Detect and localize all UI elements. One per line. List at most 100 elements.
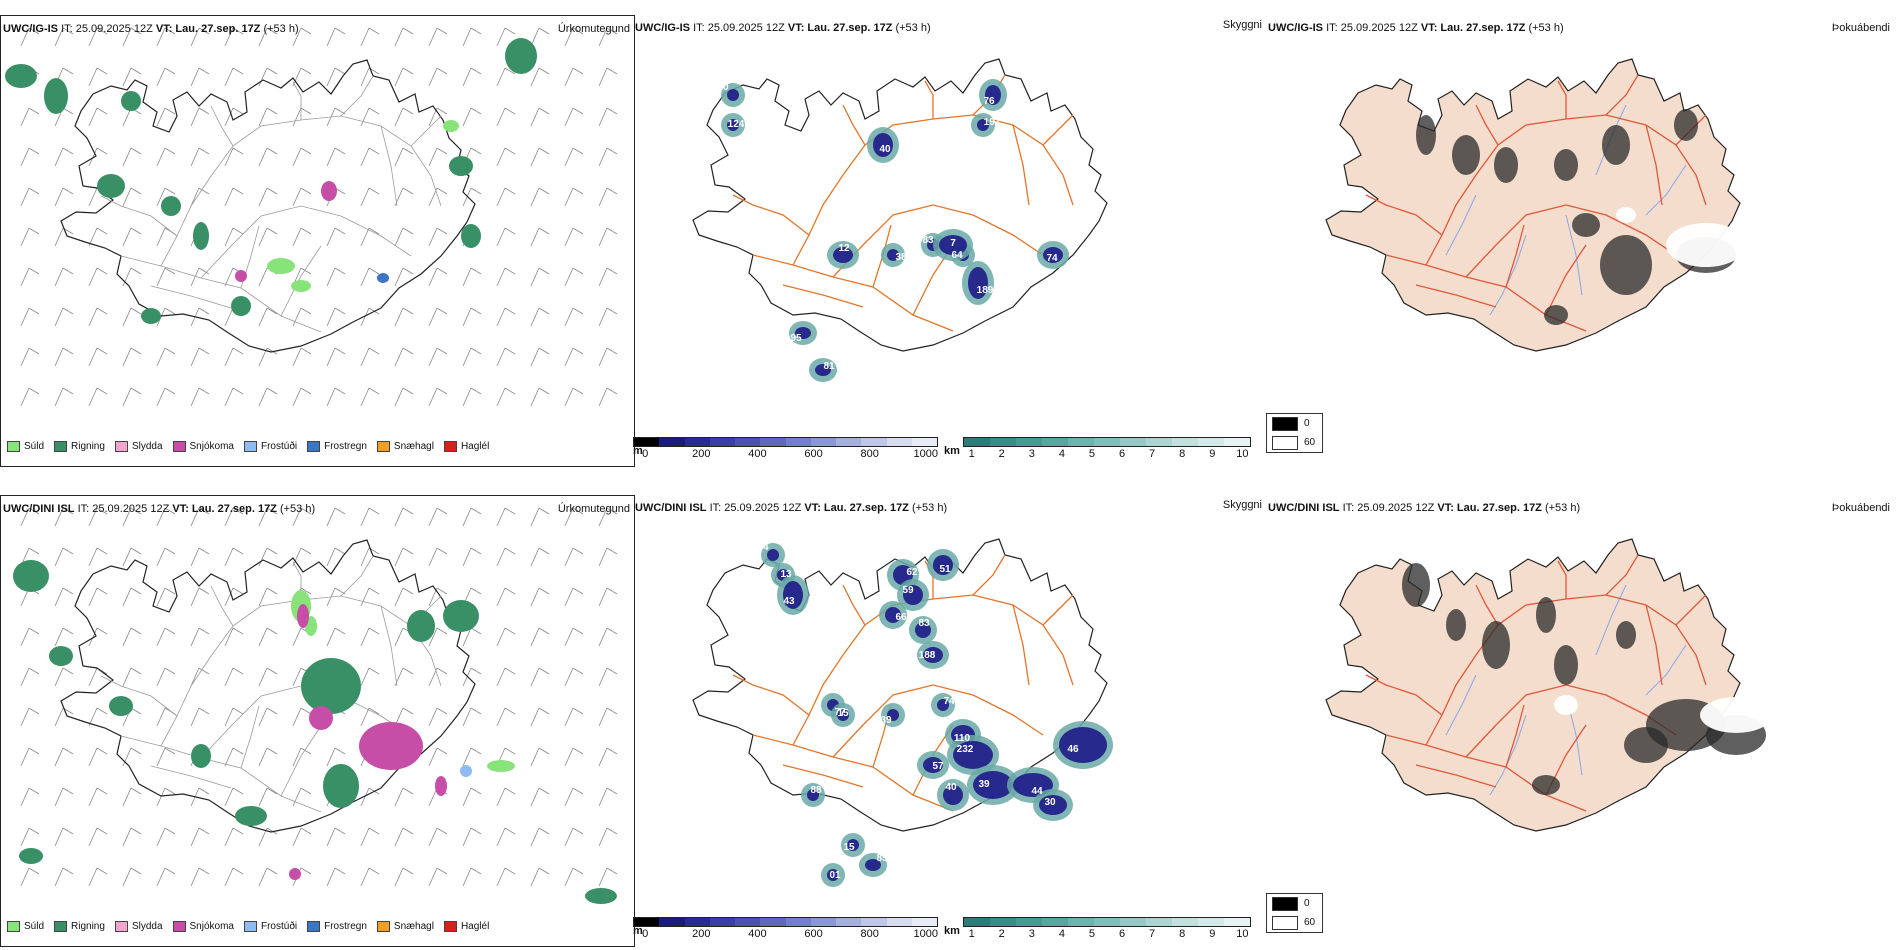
- precip-legend: Súld Rigning Slydda Snjókoma Frostúði Frostre…: [7, 921, 499, 932]
- snow-area: [359, 722, 423, 770]
- header-bot-right: UWC/DINI ISL IT: 25.09.2025 12Z VT: Lau.…: [1268, 502, 1581, 514]
- wind-barb: [258, 387, 278, 407]
- wind-barb: [122, 307, 142, 327]
- clear-area: [1700, 697, 1772, 733]
- wind-barb: [462, 707, 482, 727]
- wind-barb: [462, 747, 482, 767]
- wind-barb: [462, 27, 482, 47]
- visibility-colorbar: 1 2 3 4 5 6 7 8 9 10: [963, 437, 1251, 461]
- precip-legend-item: Rigning: [54, 441, 105, 452]
- wind-barb: [564, 307, 584, 327]
- colorbar-cell: [659, 918, 685, 926]
- legend-label: Rigning: [71, 921, 105, 932]
- wind-barb: [496, 547, 516, 567]
- wind-barb: [598, 787, 618, 807]
- low-ceiling-area: [847, 839, 859, 851]
- wind-barb: [564, 627, 584, 647]
- rain-area: [193, 222, 209, 250]
- legend-swatch: [114, 921, 128, 932]
- low-ceiling-area: [939, 235, 967, 255]
- wind-barb: [20, 787, 40, 807]
- wind-barb: [564, 667, 584, 687]
- legend-swatch: [243, 441, 257, 452]
- wind-barb: [326, 747, 346, 767]
- ceiling-value-label: 15: [837, 708, 849, 719]
- wind-barb: [530, 347, 550, 367]
- freezing-rain-area: [377, 273, 389, 283]
- wind-barb: [598, 67, 618, 87]
- wind-barb: [224, 667, 244, 687]
- river-line: [1645, 164, 1687, 216]
- road-line: [1475, 584, 1499, 626]
- wind-barb: [360, 627, 380, 647]
- wind-barb: [530, 227, 550, 247]
- wind-barb: [20, 227, 40, 247]
- wind-barb: [530, 667, 550, 687]
- wind-barb: [496, 107, 516, 127]
- panel-title-visibility: Skyggni: [1222, 499, 1262, 511]
- ceiling-value-label: 74: [757, 542, 769, 553]
- wind-barb: [496, 267, 516, 287]
- colorbar-cell: [911, 918, 937, 926]
- rain-area: [235, 806, 267, 826]
- colorbar-tick: 800: [860, 928, 879, 940]
- wind-barb: [54, 267, 74, 287]
- wind-barb: [258, 227, 278, 247]
- ceiling-value-label: 40: [879, 144, 891, 155]
- low-cloud-area: [1554, 149, 1578, 181]
- legend-swatch: [1272, 416, 1298, 431]
- colorbar-tick: 1000: [913, 928, 939, 940]
- road-line: [200, 205, 412, 279]
- wind-barb: [598, 827, 618, 847]
- wind-barb: [88, 107, 108, 127]
- wind-barb: [292, 227, 312, 247]
- low-ceiling-area: [865, 859, 881, 871]
- wind-barb: [258, 307, 278, 327]
- colorbar-cell: [1224, 918, 1250, 926]
- legend-label: Súld: [24, 441, 45, 452]
- colorbar-cell: [785, 918, 811, 926]
- legend-swatch: [54, 441, 68, 452]
- wind-barb: [156, 867, 176, 887]
- wind-barb: [224, 507, 244, 527]
- ceiling-value-label: 7: [950, 238, 956, 249]
- wind-barb: [530, 147, 550, 167]
- wind-barb: [360, 27, 380, 47]
- wind-barb: [428, 507, 448, 527]
- low-cloud-area: [1536, 597, 1556, 633]
- wind-barb: [360, 707, 380, 727]
- wind-barb: [462, 667, 482, 687]
- legend-label: Frostregn: [324, 441, 367, 452]
- wind-barb: [190, 147, 210, 167]
- wind-barb: [224, 147, 244, 167]
- legend-label: Haglél: [460, 921, 490, 932]
- rain-area: [191, 744, 211, 768]
- colorbar-tick: 8: [1179, 448, 1186, 460]
- colorbar-tick: 6: [1118, 928, 1126, 940]
- ceiling-value-label: 81: [823, 361, 835, 372]
- wind-barb: [394, 267, 414, 287]
- low-cloud-area: [1544, 305, 1568, 325]
- low-ceiling-area: [1043, 247, 1063, 263]
- road-line: [410, 115, 442, 147]
- road-line: [160, 115, 442, 267]
- wind-barb: [156, 747, 176, 767]
- wind-barb: [224, 827, 244, 847]
- wind-barb: [530, 387, 550, 407]
- road-line: [792, 114, 1074, 266]
- ceiling-value-label: 88: [810, 785, 822, 796]
- legend-label: Frostúði: [260, 921, 298, 932]
- precip-legend-item: Haglél: [443, 921, 490, 932]
- wind-barb: [530, 787, 550, 807]
- wind-barb: [462, 867, 482, 887]
- colorbar-tick: 1: [968, 928, 975, 940]
- wind-barb: [156, 67, 176, 87]
- wind-barb: [462, 387, 482, 407]
- road-line: [1012, 124, 1030, 206]
- wind-barb: [598, 707, 618, 727]
- wind-barb: [564, 147, 584, 167]
- wind-barb: [496, 707, 516, 727]
- wind-barb: [428, 627, 448, 647]
- wind-barb: [122, 67, 142, 87]
- ceiling-value-label: 51: [939, 564, 951, 575]
